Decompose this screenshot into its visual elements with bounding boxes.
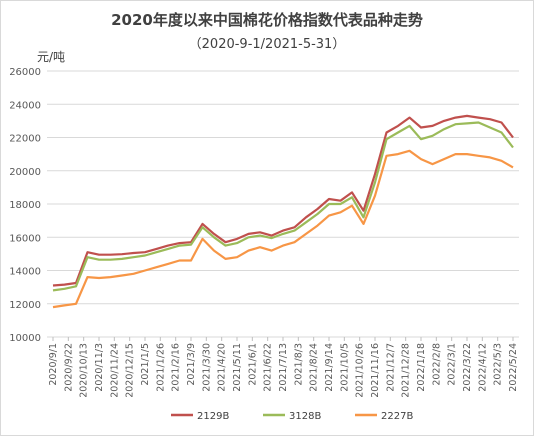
x-tick-label: 2021/1/5 (140, 343, 151, 386)
x-tick-label: 2021/2/16 (171, 343, 182, 392)
y-tick-label: 22000 (9, 134, 41, 145)
x-tick-label: 2021/4/20 (217, 343, 228, 392)
y-tick-label: 16000 (9, 233, 41, 244)
x-tick-label: 2020/9/22 (63, 343, 74, 392)
x-tick-label: 2021/12/28 (401, 343, 412, 398)
x-tick-label: 2022/5/24 (508, 343, 519, 392)
legend-label-2227B: 2227B (381, 411, 413, 422)
legend-label-2129B: 2129B (197, 411, 229, 422)
series-line-2129B (52, 114, 514, 287)
x-tick-label: 2021/6/1 (247, 343, 258, 386)
chart-subtitle: （2020-9-1/2021-5-31） (188, 37, 346, 52)
x-tick-label: 2022/3/22 (462, 343, 473, 392)
y-tick-label: 24000 (9, 100, 41, 111)
x-tick-label: 2022/3/1 (447, 343, 458, 386)
x-tick-label: 2021/12/7 (385, 343, 396, 392)
x-tick-label: 2020/9/1 (48, 343, 59, 386)
y-tick-label: 14000 (9, 267, 41, 278)
y-tick-label: 12000 (9, 300, 41, 311)
x-tick-label: 2021/3/30 (201, 343, 212, 392)
x-tick-label: 2020/10/13 (79, 343, 90, 398)
x-tick-label: 2022/1/18 (416, 343, 427, 392)
series-line-2227B (52, 149, 514, 309)
x-tick-label: 2021/3/9 (186, 343, 197, 386)
x-tick-label: 2021/6/22 (263, 343, 274, 392)
x-tick-label: 2021/10/26 (355, 343, 366, 398)
x-tick-label: 2021/10/5 (339, 343, 350, 392)
y-tick-label: 20000 (9, 167, 41, 178)
x-tick-label: 2020/11/24 (109, 343, 120, 398)
x-tick-label: 2021/7/13 (278, 343, 289, 392)
legend-label-3128B: 3128B (289, 411, 321, 422)
x-tick-label: 2020/12/15 (125, 343, 136, 398)
x-tick-label: 2021/5/11 (232, 343, 243, 392)
x-tick-label: 2021/8/24 (309, 343, 320, 392)
y-axis-label: 元/吨 (37, 50, 65, 64)
series-line-3128B (52, 121, 514, 292)
y-tick-label: 26000 (9, 67, 41, 78)
y-tick-label: 10000 (9, 333, 41, 344)
y-tick-label: 18000 (9, 200, 41, 211)
chart-title: 2020年度以来中国棉花价格指数代表品种走势 (111, 11, 423, 29)
x-tick-label: 2022/4/12 (477, 343, 488, 392)
x-tick-label: 2021/1/26 (155, 343, 166, 392)
x-tick-label: 2021/11/16 (370, 343, 381, 398)
x-tick-label: 2022/5/3 (493, 343, 504, 386)
x-tick-label: 2021/9/14 (324, 343, 335, 392)
x-tick-label: 2021/8/3 (293, 343, 304, 386)
x-tick-label: 2022/2/8 (431, 343, 442, 386)
x-tick-label: 2020/11/3 (94, 343, 105, 392)
